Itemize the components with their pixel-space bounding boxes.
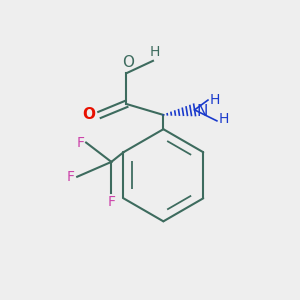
Text: F: F xyxy=(107,195,116,208)
Text: H: H xyxy=(149,45,160,59)
Text: F: F xyxy=(76,136,85,150)
Text: H: H xyxy=(209,93,220,107)
Text: O: O xyxy=(82,107,95,122)
Text: H: H xyxy=(218,112,229,126)
Text: N: N xyxy=(196,104,207,119)
Text: F: F xyxy=(66,170,74,184)
Text: O: O xyxy=(122,55,134,70)
